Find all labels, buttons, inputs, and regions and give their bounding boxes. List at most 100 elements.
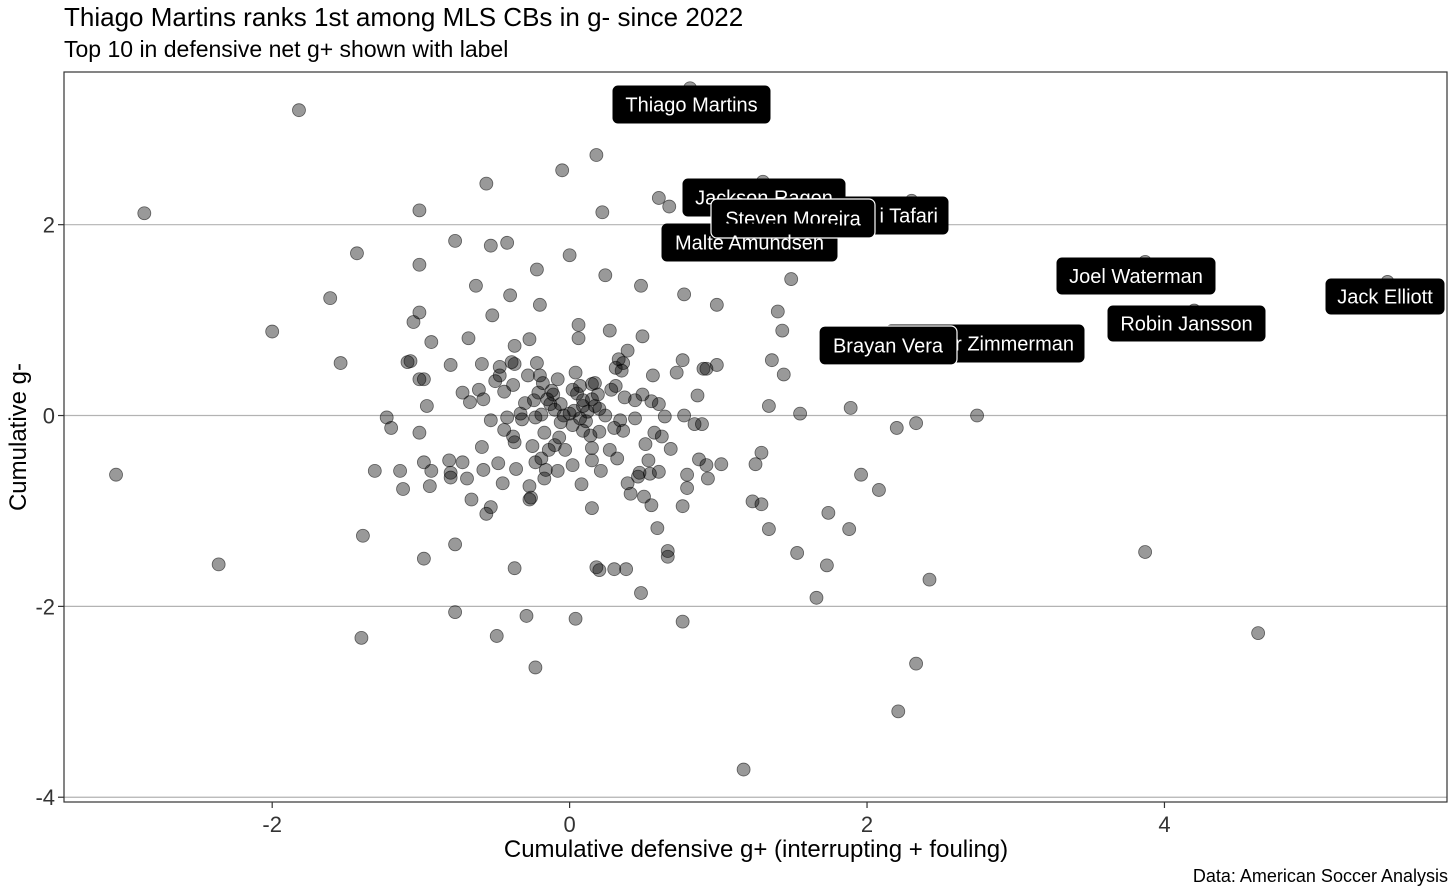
data-point (558, 442, 573, 457)
data-point (412, 425, 427, 440)
data-point (714, 457, 729, 472)
data-point (442, 453, 457, 468)
data-point (592, 563, 607, 578)
data-point (692, 452, 706, 467)
data-point (479, 176, 494, 191)
data-point (619, 562, 634, 577)
player-label-box (1056, 257, 1216, 295)
data-point (537, 471, 552, 486)
data-point (790, 546, 805, 560)
data-point (620, 343, 635, 358)
data-point (515, 412, 529, 427)
data-point (550, 372, 565, 387)
data-point (745, 494, 760, 509)
data-point (354, 630, 369, 645)
data-point (748, 457, 763, 472)
data-point (651, 464, 666, 479)
data-point (506, 378, 521, 392)
data-point (479, 506, 494, 521)
data-point (528, 660, 543, 675)
data-point (550, 463, 565, 478)
data-point (1251, 626, 1266, 640)
data-point (736, 762, 751, 777)
data-point (519, 609, 534, 623)
data-point (419, 399, 434, 413)
data-point (770, 304, 785, 319)
data-point (589, 148, 604, 162)
data-point (532, 297, 547, 312)
player-labels: Jack Elliott Robin Jansson Joel Waterman r … (612, 85, 1445, 366)
data-point (518, 396, 532, 411)
data-point (448, 605, 463, 620)
data-point (701, 471, 715, 486)
data-point (695, 417, 709, 432)
data-point (396, 482, 410, 496)
player-label-text: Robin Jansson (1120, 314, 1252, 336)
data-point (323, 291, 338, 306)
player-label-box (661, 223, 838, 262)
data-point (109, 467, 123, 482)
data-point (680, 467, 694, 482)
player-label-text: r Zimmerman (955, 334, 1074, 356)
data-point (448, 537, 463, 552)
y-axis-title: Cumulative g- (5, 363, 32, 511)
data-point (842, 522, 857, 536)
data-point (696, 361, 711, 376)
data-point (483, 238, 498, 253)
data-point (651, 397, 666, 411)
x-tick-label: 2 (861, 812, 873, 837)
data-point (522, 332, 537, 347)
data-point (675, 614, 690, 629)
data-point (922, 572, 937, 587)
player-label-text: Joel Waterman (1069, 266, 1203, 288)
data-point (573, 379, 587, 393)
data-point (608, 379, 623, 393)
data-point (607, 562, 622, 577)
data-point (585, 377, 599, 391)
data-point (568, 611, 583, 626)
data-point (356, 528, 370, 543)
data-point (690, 388, 705, 403)
data-point (211, 557, 226, 572)
data-point (761, 399, 776, 413)
data-point (776, 367, 791, 382)
chart-title: Thiago Martins ranks 1st among MLS CBs i… (64, 2, 744, 32)
data-point (379, 410, 394, 425)
data-point (333, 356, 348, 370)
data-point (617, 390, 632, 405)
data-point (571, 331, 586, 346)
player-label: Robin Jansson (1107, 305, 1266, 342)
data-point (909, 416, 924, 431)
data-point (474, 440, 489, 454)
data-point (699, 458, 714, 473)
data-point (754, 497, 769, 512)
data-point (292, 103, 306, 118)
data-point (565, 458, 580, 473)
data-point (754, 445, 769, 460)
data-point (500, 410, 515, 425)
player-label-box (612, 85, 771, 124)
data-point (553, 397, 568, 411)
data-point (585, 501, 599, 515)
player-label-box (819, 326, 957, 365)
data-point (677, 287, 692, 302)
data-point (424, 335, 439, 349)
data-point (469, 278, 483, 293)
data-point (709, 297, 724, 312)
y-axis-ticks: -4 -2 0 2 (35, 213, 64, 810)
data-point (675, 353, 690, 368)
data-point (764, 353, 779, 368)
data-point (565, 382, 580, 397)
data-point (809, 590, 824, 605)
data-point (1138, 545, 1153, 559)
data-point (872, 483, 886, 497)
data-point (587, 399, 602, 413)
x-tick-label: 0 (563, 812, 575, 837)
data-points (109, 81, 1395, 777)
x-axis-title: Cumulative defensive g+ (interrupting + … (504, 836, 1008, 863)
data-point (628, 411, 642, 426)
data-point (537, 425, 552, 440)
data-point (675, 499, 690, 514)
data-point (524, 490, 538, 505)
data-point (460, 471, 474, 486)
